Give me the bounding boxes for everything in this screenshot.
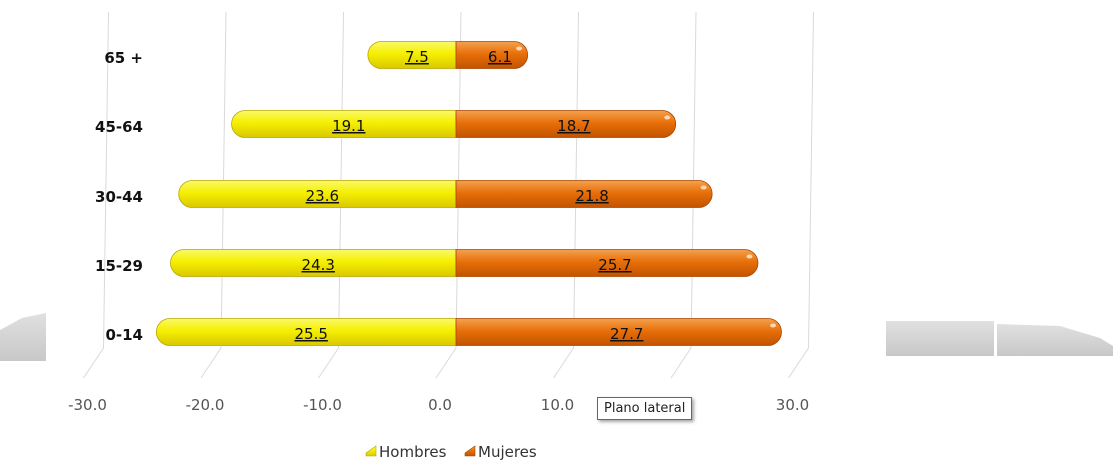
x-tick-label: -30.0 (68, 396, 107, 414)
legend-swatch (365, 445, 377, 457)
gridline-floor (553, 347, 574, 379)
legend-label: Mujeres (478, 443, 537, 461)
bar-hombres (367, 41, 457, 69)
legend: Hombres Mujeres (365, 443, 537, 461)
legend-label: Hombres (379, 443, 447, 461)
gridline (103, 11, 109, 349)
bars: 7.5 6.1 19.1 18.7 23.6 21.8 24.3 25.7 25.5 27.7 (155, 41, 782, 346)
bar-highlight (664, 115, 671, 120)
data-label-hombres: 24.3 (302, 256, 335, 274)
data-label-mujeres: 21.8 (575, 187, 608, 205)
bar-mujeres (455, 41, 529, 69)
category-label: 15-29 (95, 257, 143, 275)
bar-highlight (769, 323, 776, 328)
data-label-hombres: 23.6 (306, 187, 339, 205)
gridline (690, 11, 697, 349)
bar-mujeres (455, 318, 782, 346)
bar-hombres (178, 180, 457, 208)
data-label-hombres: 7.5 (405, 48, 429, 66)
gridline (573, 11, 579, 349)
category-label: 45-64 (95, 118, 143, 136)
x-tick-label: 10.0 (541, 396, 574, 414)
bar-highlight (746, 254, 753, 259)
gridline-floor (435, 347, 457, 379)
gridlines (83, 11, 814, 379)
bar-hombres (170, 249, 457, 277)
legend-swatch (464, 445, 476, 457)
bar-highlight (700, 185, 707, 190)
data-label-mujeres: 25.7 (598, 256, 631, 274)
data-label-mujeres: 6.1 (488, 48, 512, 66)
data-label-hombres: 25.5 (294, 325, 327, 343)
category-label: 0-14 (105, 326, 143, 344)
gridline-floor (318, 347, 339, 379)
bar-highlight (516, 46, 523, 51)
gridline (808, 11, 814, 349)
gridline-floor (200, 347, 222, 379)
data-label-mujeres: 27.7 (610, 325, 643, 343)
x-tick-label: 0.0 (428, 396, 452, 414)
bar-hombres (231, 110, 457, 138)
data-label-hombres: 19.1 (332, 117, 365, 135)
gridline-floor (788, 347, 809, 379)
data-label-mujeres: 18.7 (557, 117, 590, 135)
background-decoration (0, 313, 1113, 361)
gridline-floor (670, 347, 692, 379)
bar-mujeres (455, 110, 677, 138)
gridline (338, 11, 344, 349)
bar-mujeres (455, 180, 713, 208)
x-tick-labels: -30.0-20.0-10.00.010.020.030.0 (68, 396, 809, 414)
category-labels: 65 + 45-64 30-44 15-29 0-14 (95, 49, 143, 344)
x-tick-label: -20.0 (186, 396, 225, 414)
gridline (220, 11, 227, 349)
gridline-floor (83, 347, 104, 379)
category-label: 30-44 (95, 188, 143, 206)
x-tick-label: -10.0 (303, 396, 342, 414)
bar-hombres (155, 318, 457, 346)
bar-mujeres (455, 249, 759, 277)
tooltip: Plano lateral (597, 397, 693, 420)
x-tick-label: 30.0 (776, 396, 809, 414)
category-label: 65 + (104, 49, 143, 67)
